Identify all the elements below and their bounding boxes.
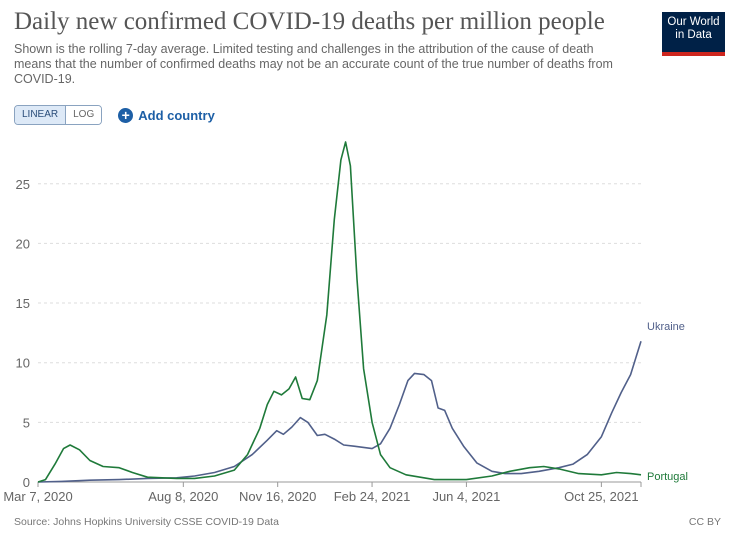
series-label-portugal[interactable]: Portugal — [647, 471, 688, 483]
series-line-ukraine[interactable] — [37, 340, 642, 483]
axes: 0 5 10 15 20 25 Mar 7, 2020 Aug 8, 2020 Nov 16, … — [3, 177, 642, 504]
series-lines — [37, 141, 642, 483]
series-labels: Ukraine Portugal — [647, 321, 688, 483]
y-tick-label: 10 — [16, 356, 30, 371]
series-label-ukraine[interactable]: Ukraine — [647, 321, 685, 333]
series-line-portugal[interactable] — [37, 141, 642, 483]
x-tick-label: Oct 25, 2021 — [564, 489, 638, 504]
plus-icon: + — [118, 107, 134, 123]
x-tick-label: Aug 8, 2020 — [148, 489, 218, 504]
add-country-label: Add country — [138, 107, 215, 123]
y-tick-label: 15 — [16, 296, 30, 311]
log-button[interactable]: LOG — [66, 106, 102, 124]
logo-line2: in Data — [675, 29, 712, 41]
logo-line1: Our World — [667, 16, 720, 28]
scale-toggle: LINEAR LOG — [14, 105, 103, 125]
y-tick-label: 20 — [16, 236, 30, 251]
y-tick-label: 25 — [16, 177, 30, 192]
x-tick-label: Nov 16, 2020 — [239, 489, 316, 504]
chart-title: Daily new confirmed COVID-19 deaths per … — [14, 8, 605, 35]
y-tick-label: 5 — [23, 415, 30, 430]
chart-controls: LINEAR LOG + Add country — [14, 105, 215, 125]
add-country-button[interactable]: + Add country — [118, 107, 215, 123]
x-tick-label: Mar 7, 2020 — [3, 489, 72, 504]
y-tick-label: 0 — [23, 475, 30, 490]
linear-button[interactable]: LINEAR — [15, 106, 67, 124]
owid-logo[interactable]: Our World in Data — [662, 12, 725, 56]
license-link[interactable]: CC BY — [688, 516, 721, 528]
x-tick-label: Feb 24, 2021 — [334, 489, 411, 504]
gridlines — [38, 183, 641, 423]
chart-subtitle: Shown is the rolling 7-day average. Limi… — [14, 42, 613, 86]
source-note: Source: Johns Hopkins University CSSE CO… — [14, 516, 279, 528]
x-tick-label: Jun 4, 2021 — [432, 489, 500, 504]
